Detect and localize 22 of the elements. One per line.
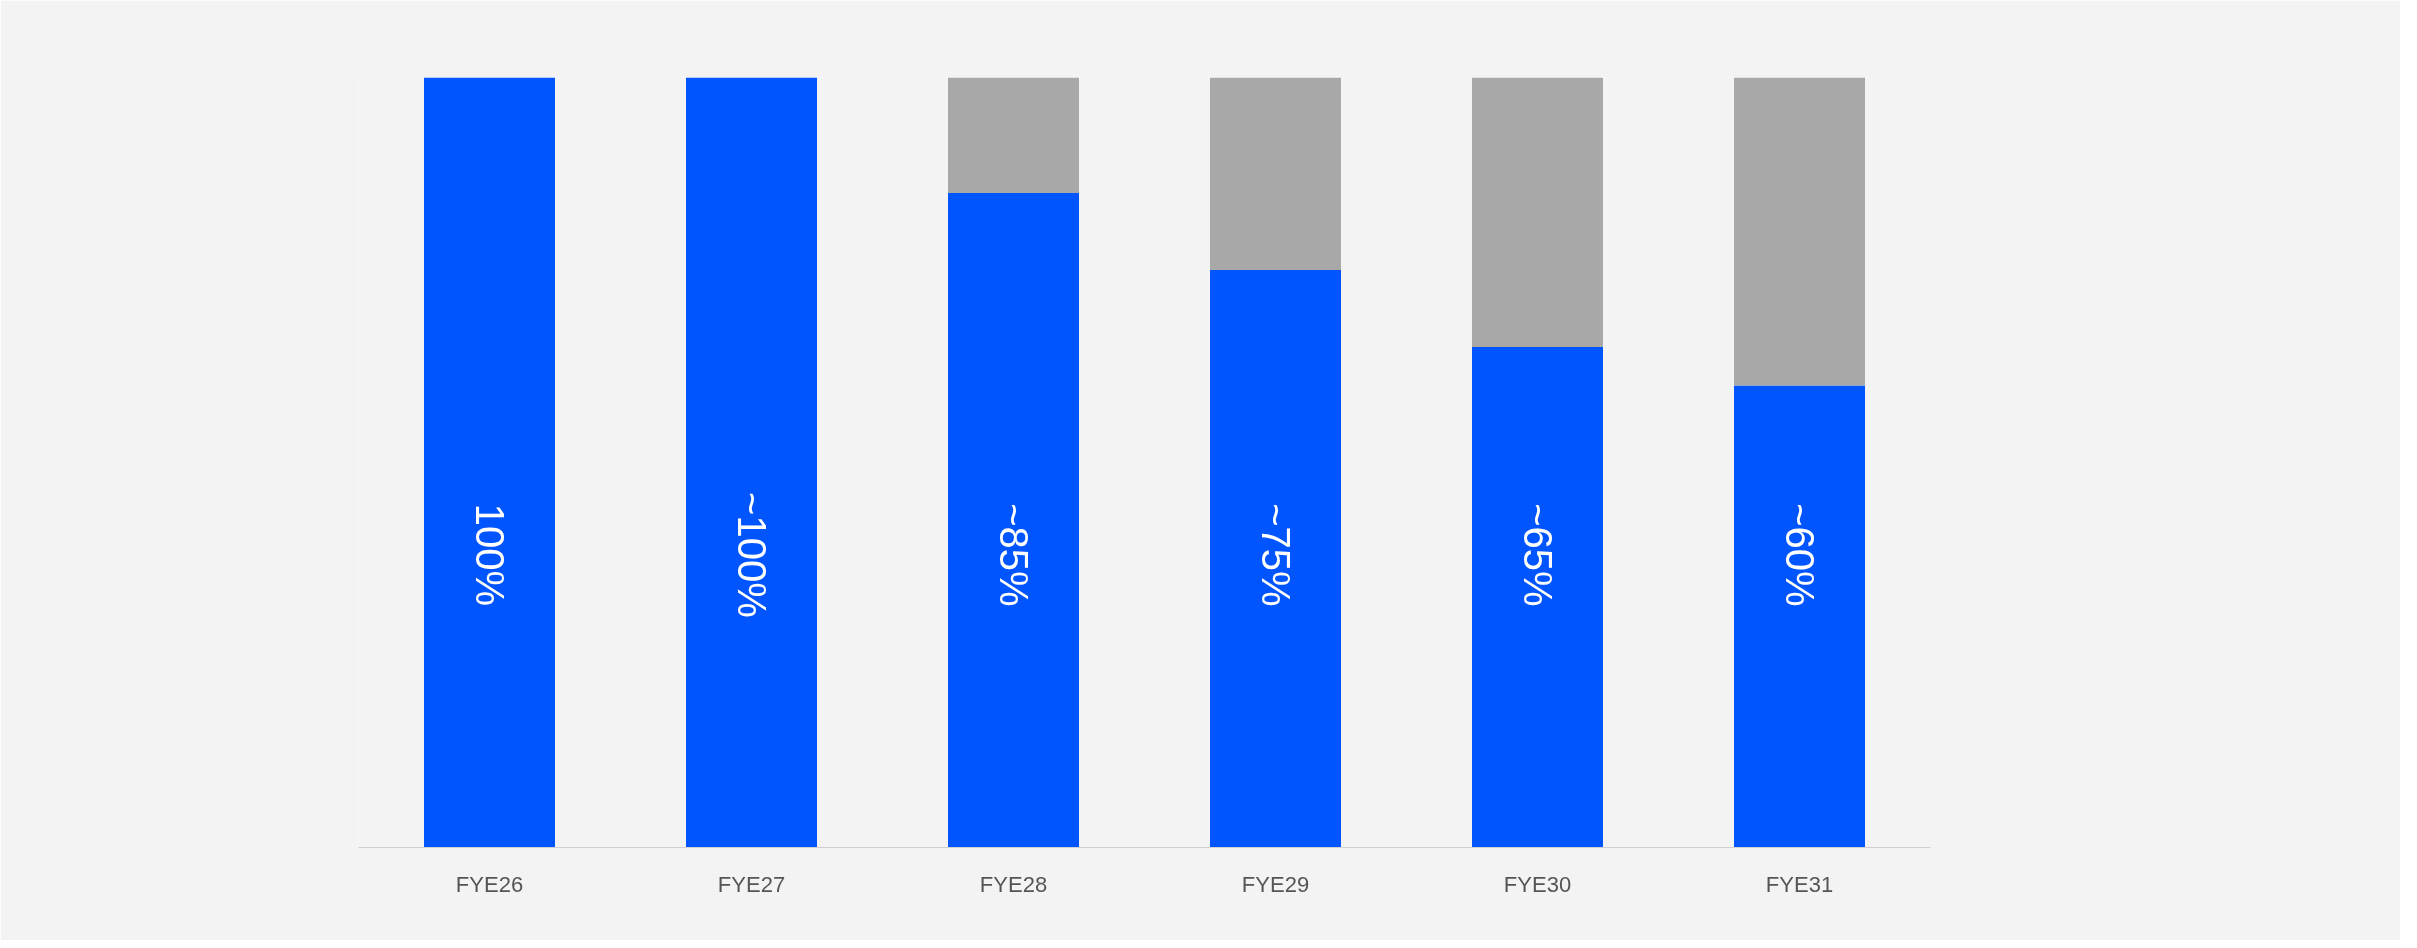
- data-label: 100%: [467, 503, 512, 607]
- data-label: ~100%: [729, 492, 774, 618]
- bar: [1210, 270, 1341, 848]
- x-tick-label: FYE30: [1503, 871, 1572, 897]
- bar: [1734, 77, 1865, 386]
- x-tick-label: FYE29: [1241, 871, 1310, 897]
- bar: [1472, 347, 1603, 848]
- bar: [948, 193, 1079, 848]
- bar: [1472, 77, 1603, 347]
- bar: [424, 77, 555, 848]
- bar: [948, 77, 1079, 193]
- x-tick-label: FYE26: [455, 871, 524, 897]
- bar: [686, 77, 817, 848]
- bar: [1734, 385, 1865, 848]
- bar: [1210, 77, 1341, 270]
- data-label: ~60%: [1777, 503, 1822, 607]
- data-label: ~65%: [1515, 503, 1560, 607]
- x-tick-label: FYE28: [979, 871, 1048, 897]
- x-tick-label: FYE27: [717, 871, 786, 897]
- x-tick-label: FYE31: [1765, 871, 1834, 897]
- data-label: ~75%: [1253, 503, 1298, 607]
- data-label: ~85%: [991, 503, 1036, 607]
